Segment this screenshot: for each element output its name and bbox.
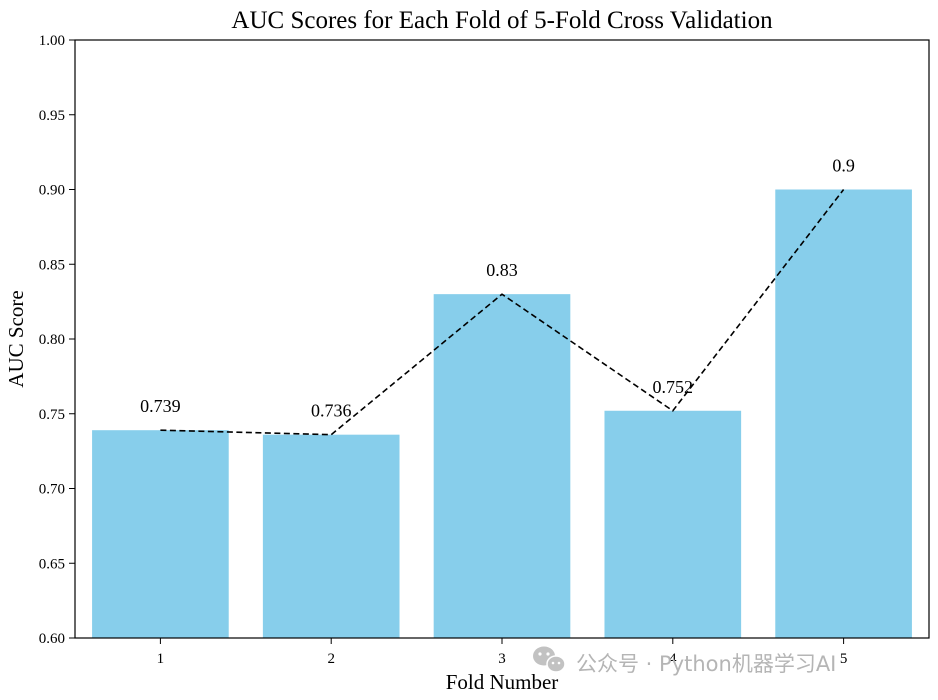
watermark-text: 公众号 · Python机器学习AI [576,652,836,676]
bar-fold-4 [604,410,742,638]
value-label-fold-4: 0.752 [653,377,694,397]
wechat-icon [533,646,566,673]
y-axis-label: AUC Score [4,290,28,387]
value-label-fold-3: 0.83 [486,260,518,280]
bar-fold-1 [92,430,229,638]
y-tick-label: 0.65 [39,556,65,572]
x-axis: 1 2 3 4 5 [157,638,848,667]
trend-line [160,189,845,436]
bar-fold-2 [262,434,400,638]
bar-fold-3 [433,294,571,638]
bar-fold-5 [775,189,912,638]
trend-line-group [160,189,845,436]
x-tick-label: 1 [157,651,165,667]
value-label-fold-5: 0.9 [832,156,855,176]
y-tick-label: 0.75 [39,407,65,423]
y-tick-label: 0.70 [39,482,65,498]
x-axis-label: Fold Number [446,670,559,694]
x-tick-label: 3 [498,651,506,667]
x-tick-label: 5 [840,651,848,667]
watermark: 公众号 · Python机器学习AI [533,646,836,676]
y-tick-label: 0.95 [39,108,65,124]
y-tick-label: 0.85 [39,257,65,273]
y-tick-label: 1.00 [39,33,65,49]
value-label-fold-2: 0.736 [311,401,352,421]
chart-title: AUC Scores for Each Fold of 5-Fold Cross… [231,7,773,34]
x-tick-label: 2 [327,651,335,667]
x-tick-label: 4 [669,651,677,667]
y-tick-label: 0.60 [39,631,65,647]
value-label-fold-1: 0.739 [140,396,181,416]
y-tick-label: 0.90 [39,183,65,199]
y-tick-label: 0.80 [39,332,65,348]
bars-group [92,189,912,638]
value-labels-group: 0.739 0.736 0.83 0.752 0.9 [140,156,855,421]
y-axis: 0.60 0.65 0.70 0.75 0.80 0.85 0.90 0.95 1.00 [39,33,75,647]
